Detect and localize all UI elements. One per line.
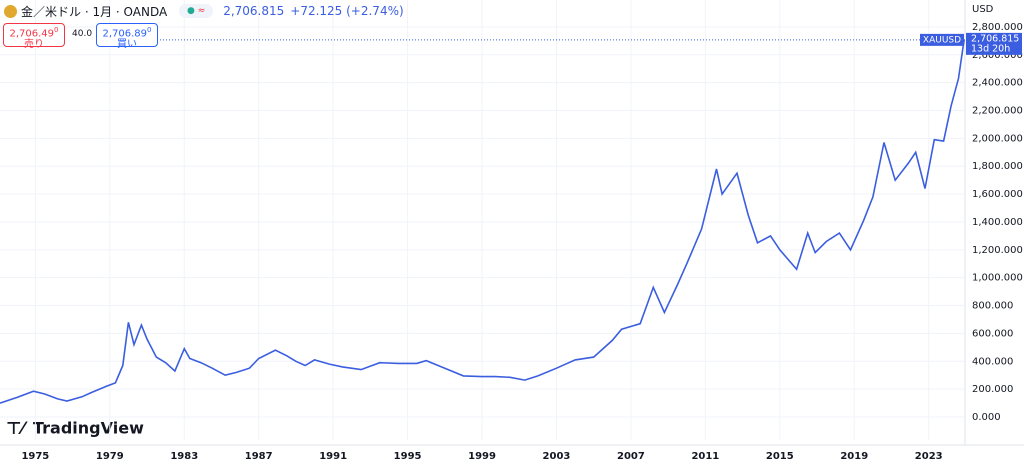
- series-label-bg: [920, 33, 964, 46]
- buy-price: 2,706.89: [102, 28, 148, 40]
- x-tick-label: 1995: [394, 451, 422, 462]
- currency: USD: [972, 4, 994, 15]
- price-change: +72.125 (+2.74%): [290, 4, 404, 18]
- header: 金／米ドル · 1月 · OANDA ● ≈ 2,706.815 +72.125…: [4, 2, 404, 20]
- x-tick-label: 2007: [617, 451, 645, 462]
- x-tick-label: 2011: [691, 451, 719, 462]
- series-label: XAUUSD: [923, 35, 961, 45]
- x-tick-label: 1999: [468, 451, 496, 462]
- y-tick-label: 400.000: [972, 356, 1013, 367]
- y-tick-label: 1,400.000: [972, 217, 1023, 228]
- x-tick-label: 1979: [96, 451, 124, 462]
- sell-price: 2,706.49: [9, 28, 55, 40]
- x-tick-label: 2003: [543, 451, 571, 462]
- y-tick-label: 0.000: [972, 412, 1001, 423]
- symbol-title: 金／米ドル · 1月 · OANDA: [21, 4, 168, 19]
- sell-sup: 0: [54, 26, 59, 34]
- x-tick-label: 1991: [319, 451, 347, 462]
- x-tick-label: 2023: [915, 451, 943, 462]
- x-tick-label: 1983: [170, 451, 198, 462]
- y-tick-label: 1,000.000: [972, 273, 1023, 284]
- y-tick-label: 1,200.000: [972, 245, 1023, 256]
- last-price: 2,706.815: [223, 4, 285, 18]
- x-tick-label: 2015: [766, 451, 794, 462]
- spread: 40.0: [72, 29, 93, 39]
- buy-label: 買い: [117, 39, 137, 51]
- y-tick-label: 600.000: [972, 328, 1013, 339]
- x-tick-label: 1987: [245, 451, 273, 462]
- y-tick-label: 2,400.000: [972, 78, 1023, 89]
- y-tick-label: 2,000.000: [972, 133, 1023, 144]
- sell-label: 売り: [24, 39, 44, 51]
- buy-sup: 0: [147, 26, 152, 34]
- watermark: TradingView: [33, 419, 144, 438]
- price-line: [0, 39, 965, 404]
- y-tick-label: 800.000: [972, 301, 1013, 312]
- sell-button[interactable]: 2,706.490 売り: [3, 23, 65, 51]
- price-label-bg: [966, 32, 1022, 55]
- symbol-icon: [4, 4, 17, 18]
- y-tick-label: 2,600.000: [972, 50, 1023, 61]
- y-tick-label: 1,800.000: [972, 161, 1023, 172]
- buy-button[interactable]: 2,706.890 買い: [96, 23, 158, 51]
- price-label: 2,706.815: [971, 33, 1019, 44]
- y-tick-label: 1,600.000: [972, 189, 1023, 200]
- x-tick-label: 1975: [21, 451, 49, 462]
- status[interactable]: ● ≈: [179, 4, 214, 18]
- watermark-logo: ⊤⁄: [6, 419, 29, 439]
- y-tick-label: 2,800.000: [972, 22, 1023, 33]
- y-tick-label: 200.000: [972, 384, 1013, 395]
- x-tick-label: 2019: [840, 451, 868, 462]
- countdown: 13d 20h: [971, 43, 1010, 54]
- y-tick-label: 2,200.000: [972, 105, 1023, 116]
